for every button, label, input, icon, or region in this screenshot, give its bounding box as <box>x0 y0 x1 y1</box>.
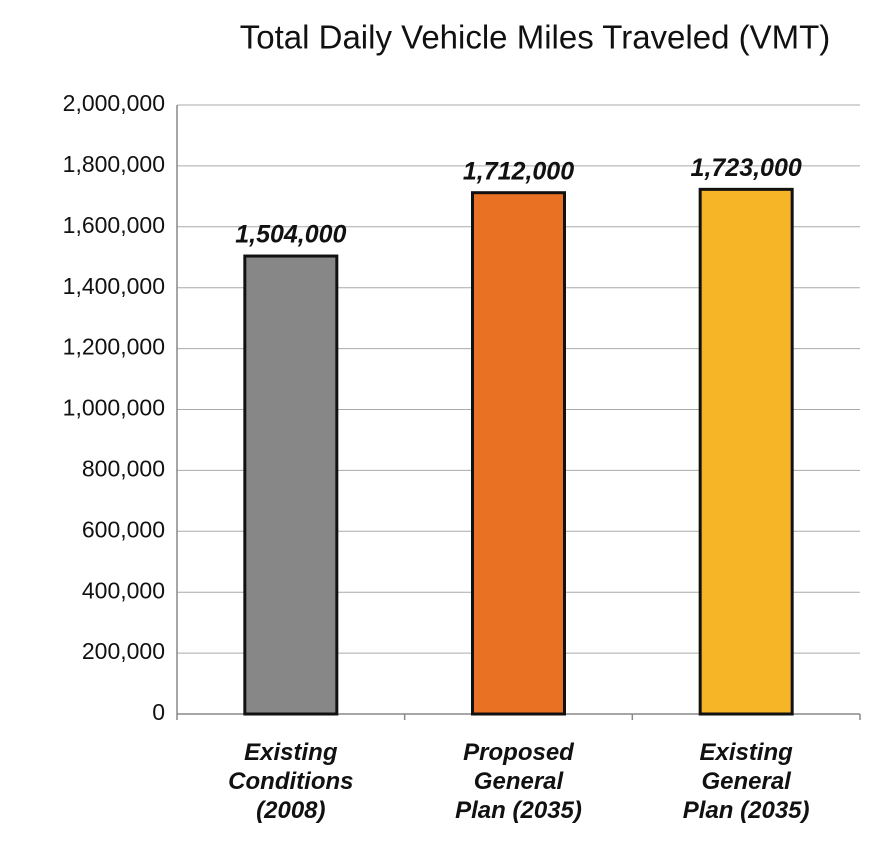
x-tick-label: Proposed General Plan (2035) <box>455 739 582 824</box>
x-tick-label: Existing General Plan (2035) <box>682 739 810 824</box>
y-tick-label: 400,000 <box>82 577 165 603</box>
bar <box>698 187 794 716</box>
value-label: 1,723,000 <box>691 154 802 182</box>
value-label: 1,504,000 <box>235 221 346 249</box>
y-tick-label: 1,400,000 <box>63 273 165 299</box>
y-tick-label: 0 <box>152 699 165 725</box>
bar <box>471 191 566 716</box>
y-tick-label: 1,600,000 <box>63 212 165 238</box>
y-tick-label: 1,200,000 <box>63 334 165 360</box>
y-tick-label: 200,000 <box>82 638 165 664</box>
bar <box>243 254 339 716</box>
x-tick-label: Existing Conditions (2008) <box>228 739 354 824</box>
y-tick-label: 600,000 <box>82 516 165 542</box>
y-tick-label: 2,000,000 <box>63 90 165 116</box>
y-tick-label: 1,800,000 <box>63 151 165 177</box>
y-tick-label: 1,000,000 <box>63 395 165 421</box>
chart-title: Total Daily Vehicle Miles Traveled (VMT) <box>240 19 831 56</box>
y-tick-label: 800,000 <box>82 455 165 481</box>
value-label: 1,712,000 <box>463 157 574 185</box>
